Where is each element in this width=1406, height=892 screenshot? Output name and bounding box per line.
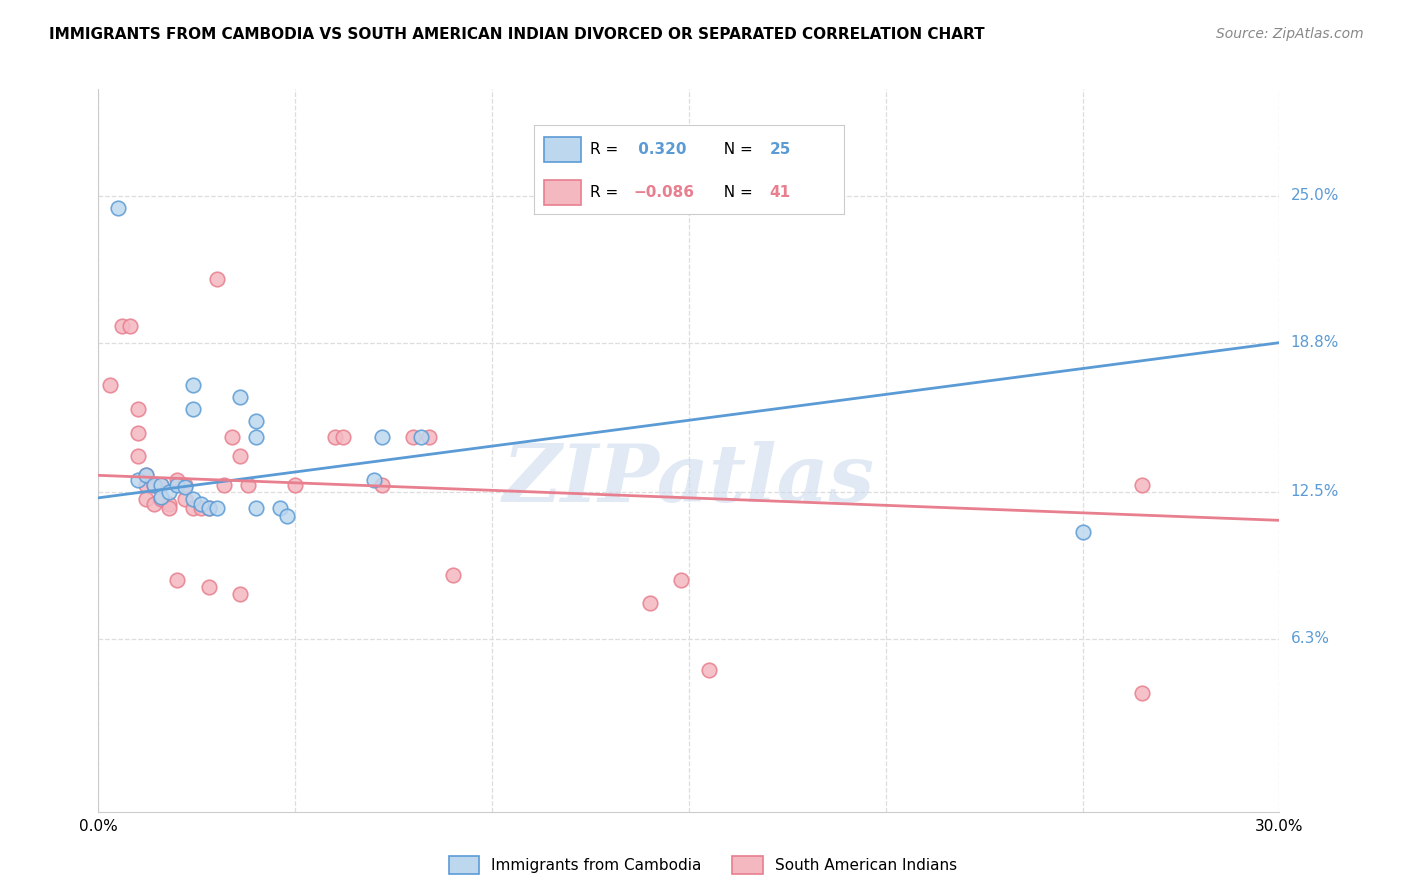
Text: R =: R = [591,186,623,200]
Point [418,430,440,444]
Point [107,201,129,215]
Point [142,497,165,511]
Point [229,450,252,464]
Point [142,478,165,492]
Point [332,430,354,444]
Point [371,478,394,492]
Point [118,319,141,334]
Point [197,580,219,594]
Point [127,473,149,487]
Point [205,271,228,285]
Point [174,480,197,494]
Point [135,491,157,506]
Point [205,501,228,516]
Point [135,478,157,492]
Bar [544,180,581,205]
Point [127,425,149,440]
Text: 6.3%: 6.3% [1291,632,1330,647]
Point [181,491,204,506]
Point [142,478,165,492]
Point [245,430,267,444]
Point [363,473,385,487]
Point [166,573,188,587]
Point [150,491,173,506]
Point [638,596,661,610]
Point [157,484,180,499]
Point [135,468,157,483]
Point [245,501,267,516]
Point [166,478,188,492]
Point [127,402,149,417]
Point [166,473,188,487]
Text: 12.5%: 12.5% [1291,484,1339,500]
Text: Source: ZipAtlas.com: Source: ZipAtlas.com [1216,27,1364,41]
Point [174,491,197,506]
Point [245,414,267,428]
Text: R =: R = [591,143,623,157]
Point [98,378,121,392]
Text: 25: 25 [769,143,790,157]
Point [157,497,180,511]
Text: N =: N = [714,143,758,157]
Text: 25.0%: 25.0% [1291,188,1339,203]
Point [150,478,173,492]
Legend: Immigrants from Cambodia, South American Indians: Immigrants from Cambodia, South American… [443,850,963,880]
Text: 41: 41 [769,186,790,200]
Point [135,468,157,483]
Point [269,501,291,516]
Text: ZIPatlas: ZIPatlas [503,441,875,518]
Point [402,430,425,444]
Point [236,478,259,492]
Point [111,319,134,334]
Point [1130,686,1153,700]
Point [221,430,243,444]
Point [214,478,236,492]
Point [371,430,394,444]
Point [181,501,204,516]
Point [229,587,252,601]
Point [441,567,464,582]
Point [411,430,433,444]
Point [127,450,149,464]
Text: 0.320: 0.320 [633,143,686,157]
Point [174,478,197,492]
Point [697,663,720,677]
Text: −0.086: −0.086 [633,186,695,200]
Point [669,573,692,587]
Point [157,501,180,516]
Point [323,430,346,444]
Point [197,501,219,516]
Text: 18.8%: 18.8% [1291,335,1339,351]
Text: N =: N = [714,186,758,200]
Point [150,478,173,492]
Text: IMMIGRANTS FROM CAMBODIA VS SOUTH AMERICAN INDIAN DIVORCED OR SEPARATED CORRELAT: IMMIGRANTS FROM CAMBODIA VS SOUTH AMERIC… [49,27,984,42]
Point [197,501,219,516]
Point [150,490,173,504]
Point [276,508,298,523]
Bar [544,137,581,162]
Point [190,497,212,511]
Point [181,402,204,417]
Point [284,478,307,492]
Point [1130,478,1153,492]
Point [229,390,252,404]
Point [181,378,204,392]
Point [190,501,212,516]
Point [1071,525,1094,540]
